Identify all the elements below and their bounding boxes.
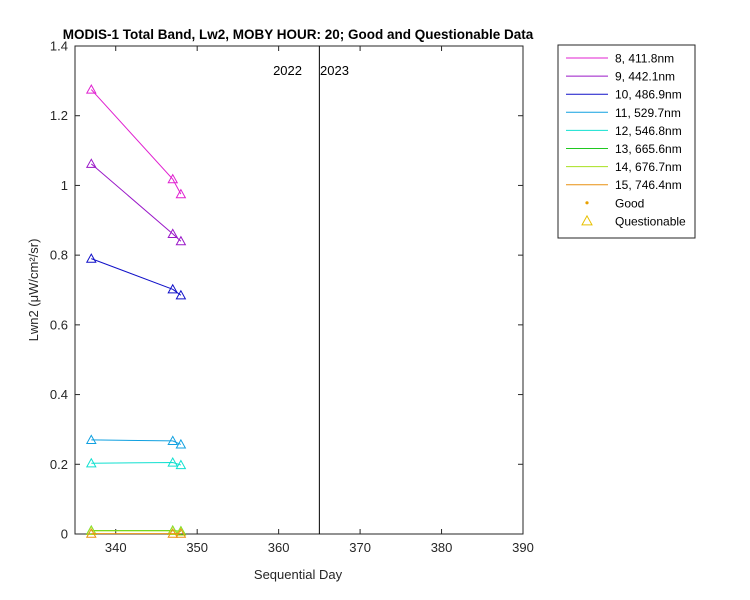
plot-frame bbox=[74, 45, 524, 535]
series-point-triangle bbox=[85, 457, 97, 468]
series-point-triangle bbox=[85, 253, 97, 263]
series-line bbox=[91, 530, 181, 533]
legend-entry-label: 14, 676.7nm bbox=[615, 160, 682, 174]
series-line bbox=[90, 89, 182, 195]
legend-entry-label: 12, 546.8nm bbox=[615, 124, 682, 138]
legend-entry-label: 9, 442.1nm bbox=[615, 70, 675, 84]
series-point-triangle bbox=[175, 459, 187, 470]
x-tick-label: 340 bbox=[105, 540, 127, 555]
x-tick-label: 380 bbox=[431, 540, 453, 555]
legend-entry-label: 10, 486.9nm bbox=[615, 88, 682, 102]
series-point-triangle bbox=[85, 158, 97, 168]
y-tick-label: 1.2 bbox=[50, 108, 68, 123]
plot-area: 340 350 360 370 380 390 0 0.2 0.4 0.6 0.8 1 1.2 1.4 bbox=[50, 39, 534, 556]
series-point-triangle bbox=[167, 173, 179, 184]
legend-entry-label: 13, 665.6nm bbox=[615, 142, 682, 156]
series-point-triangle bbox=[175, 289, 187, 300]
series-point-triangle bbox=[175, 528, 187, 538]
legend-box bbox=[557, 44, 696, 239]
y-tick-label: 0.6 bbox=[50, 317, 68, 332]
y-tick-label: 0 bbox=[61, 527, 68, 542]
legend-questionable-triangle-icon bbox=[581, 214, 593, 226]
series-point-triangle bbox=[175, 235, 187, 246]
series-point-triangle bbox=[85, 525, 97, 535]
chart-title: MODIS-1 Total Band, Lw2, MOBY HOUR: 20; … bbox=[63, 27, 534, 42]
year-label-2022: 2022 bbox=[273, 63, 302, 78]
y-tick-label: 1 bbox=[61, 178, 68, 193]
series-point-triangle bbox=[167, 528, 179, 538]
x-tick-label: 390 bbox=[512, 540, 534, 555]
legend-entry-label: 15, 746.4nm bbox=[615, 178, 682, 192]
y-tick-label: 0.4 bbox=[50, 387, 68, 402]
legend-entry-label: 8, 411.8nm bbox=[615, 52, 674, 66]
y-axis-label: Lwn2 (μW/cm²/sr) bbox=[26, 239, 41, 342]
year-label-2023: 2023 bbox=[320, 63, 349, 78]
x-tick-label: 360 bbox=[268, 540, 290, 555]
series-point-triangle bbox=[85, 528, 97, 538]
x-axis-label: Sequential Day bbox=[254, 567, 343, 582]
series-point-triangle bbox=[175, 188, 187, 199]
series-line bbox=[91, 462, 182, 466]
series-point-triangle bbox=[167, 457, 179, 467]
legend-marker-label: Good bbox=[615, 196, 644, 210]
series-point-triangle bbox=[167, 435, 179, 446]
y-tick-label: 0.8 bbox=[50, 248, 68, 263]
series-point-triangle bbox=[167, 525, 179, 535]
series-point-triangle bbox=[167, 228, 179, 238]
series-point-triangle bbox=[175, 438, 187, 449]
legend-good-dot-icon bbox=[585, 201, 589, 205]
series-line bbox=[90, 163, 182, 242]
y-tick-label: 1.4 bbox=[50, 39, 68, 54]
series-point-triangle bbox=[85, 84, 97, 94]
legend: 8, 411.8nm 9, 442.1nm 10, 486.9nm 11, 529.7… bbox=[557, 44, 696, 239]
series-point-triangle bbox=[167, 283, 179, 294]
x-tick-label: 370 bbox=[349, 540, 371, 555]
series-line bbox=[91, 258, 182, 296]
x-tick-label: 350 bbox=[186, 540, 208, 555]
legend-marker-label: Questionable bbox=[615, 214, 686, 228]
series-line bbox=[91, 439, 182, 445]
y-tick-label: 0.2 bbox=[50, 457, 68, 472]
series-point-triangle bbox=[85, 434, 97, 444]
series-point-triangle bbox=[175, 526, 187, 536]
legend-entry-label: 11, 529.7nm bbox=[615, 106, 681, 120]
